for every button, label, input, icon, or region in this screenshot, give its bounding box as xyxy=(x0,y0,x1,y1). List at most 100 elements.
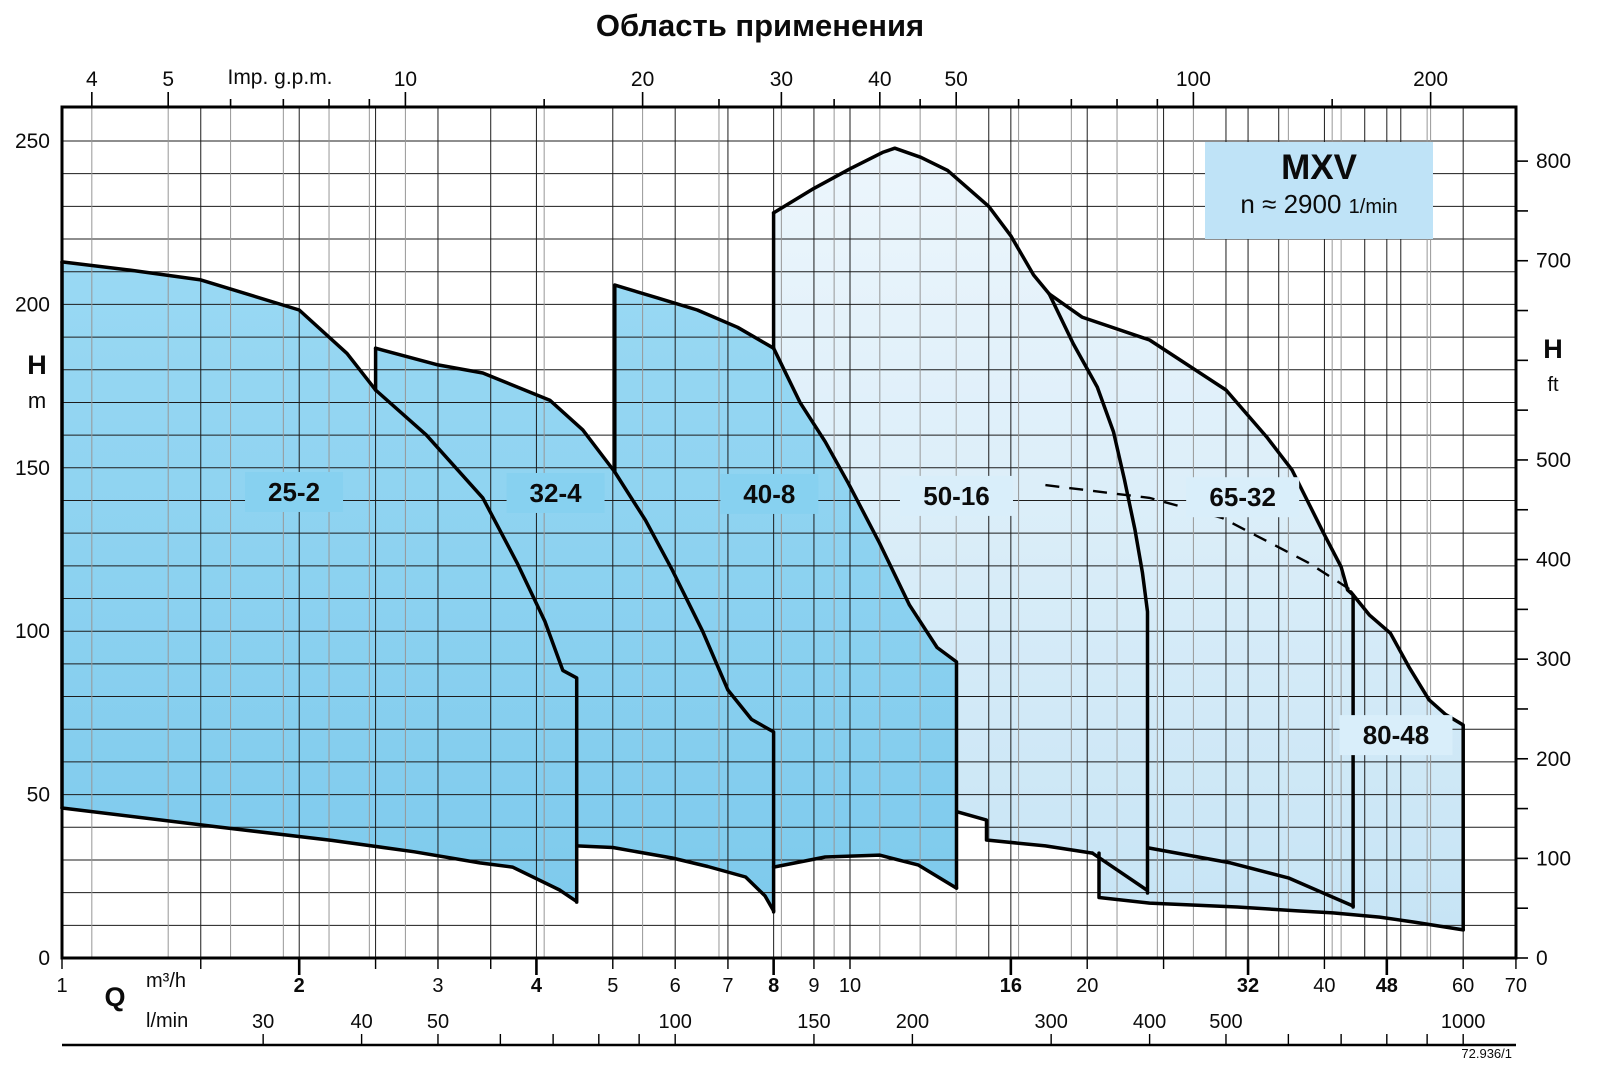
lmin-axis-unit: l/min xyxy=(146,1010,189,1032)
svg-text:250: 250 xyxy=(15,130,50,153)
region-label-bg xyxy=(899,475,1013,516)
svg-text:200: 200 xyxy=(1413,68,1448,91)
region-label: 40-8 xyxy=(743,479,795,509)
region-outline-40-8 xyxy=(771,853,959,890)
region-outline-32-4 xyxy=(373,346,617,474)
svg-text:9: 9 xyxy=(808,975,819,997)
svg-text:100: 100 xyxy=(1536,847,1571,870)
dashed-limit-line xyxy=(1045,483,1352,592)
svg-text:10: 10 xyxy=(839,975,861,997)
region-labels: 25-2 32-4 40-8 50-16 65-32 80-48 xyxy=(245,471,1453,756)
svg-text:40: 40 xyxy=(1313,975,1335,997)
svg-text:200: 200 xyxy=(15,293,50,316)
svg-text:50: 50 xyxy=(945,68,968,91)
svg-text:5: 5 xyxy=(162,68,174,91)
svg-text:100: 100 xyxy=(15,620,50,643)
flow-axis-symbol: Q xyxy=(104,982,126,1012)
region-outline-80-48 xyxy=(1349,590,1465,932)
svg-text:6: 6 xyxy=(670,975,681,997)
bottom-axis: 1 2 3 4 5 6 7 8 9 10 16 20 32 40 48 60 70 xyxy=(56,958,1527,997)
svg-text:48: 48 xyxy=(1376,975,1398,997)
svg-text:60: 60 xyxy=(1452,975,1474,997)
region-outline-40-8 xyxy=(613,283,776,350)
region-fills xyxy=(62,148,1464,930)
legend-speed: n ≈ 2900 xyxy=(1240,189,1342,219)
svg-text:20: 20 xyxy=(631,68,654,91)
svg-text:8: 8 xyxy=(768,975,779,997)
svg-text:400: 400 xyxy=(1133,1011,1166,1033)
svg-text:30: 30 xyxy=(252,1011,274,1033)
region-label: 50-16 xyxy=(923,481,990,511)
region-outline-32-4 xyxy=(613,470,776,914)
region-outline-25-2 xyxy=(373,388,579,904)
region-label-bg xyxy=(720,473,819,514)
right-axis-symbol: H xyxy=(1543,334,1563,364)
region-outline-50-16 xyxy=(1090,851,1149,892)
region-label-bg xyxy=(245,471,344,512)
region-label: 25-2 xyxy=(268,477,320,507)
region-outlines xyxy=(60,146,1465,932)
svg-text:40: 40 xyxy=(868,68,891,91)
svg-text:4: 4 xyxy=(86,68,98,91)
svg-text:10: 10 xyxy=(394,68,417,91)
svg-text:700: 700 xyxy=(1536,250,1571,273)
drawing-number: 72.936/1 xyxy=(1461,1046,1512,1061)
region-outline-25-2 xyxy=(60,806,578,903)
region-label: 80-48 xyxy=(1363,720,1430,750)
svg-text:200: 200 xyxy=(896,1011,929,1033)
svg-text:1: 1 xyxy=(56,975,67,997)
right-axis: 0 100 200 300 400 500 700 800 xyxy=(1516,150,1571,970)
region-label-bg xyxy=(1339,715,1453,756)
svg-text:300: 300 xyxy=(1536,648,1571,671)
region-label: 65-32 xyxy=(1209,482,1276,512)
svg-text:100: 100 xyxy=(658,1011,691,1033)
svg-text:800: 800 xyxy=(1536,150,1571,173)
grid xyxy=(62,107,1516,958)
svg-text:16: 16 xyxy=(1000,975,1022,997)
svg-text:300: 300 xyxy=(1034,1011,1067,1033)
region-label-bg xyxy=(1186,477,1300,518)
svg-text:5: 5 xyxy=(607,975,618,997)
right-axis-unit: ft xyxy=(1547,374,1559,396)
svg-text:400: 400 xyxy=(1536,549,1571,572)
top-axis-unit: Imp. g.p.m. xyxy=(227,66,333,89)
svg-text:2: 2 xyxy=(294,975,305,997)
svg-text:150: 150 xyxy=(797,1011,830,1033)
svg-text:20: 20 xyxy=(1076,975,1098,997)
flow-axis-unit: m³/h xyxy=(146,970,186,992)
region-outline-50-16 xyxy=(771,146,1051,296)
svg-text:0: 0 xyxy=(38,947,50,970)
region-label-bg xyxy=(506,472,605,513)
lmin-axis: 30 40 50 100 150 200 300 400 500 1000 xyxy=(62,1011,1516,1047)
region-label: 32-4 xyxy=(530,478,583,508)
svg-text:30: 30 xyxy=(770,68,793,91)
svg-text:3: 3 xyxy=(432,975,443,997)
region-outline-32-4 xyxy=(574,844,776,913)
svg-text:150: 150 xyxy=(15,457,50,480)
svg-text:4: 4 xyxy=(531,975,543,997)
svg-text:40: 40 xyxy=(350,1011,372,1033)
svg-text:50: 50 xyxy=(427,1011,449,1033)
legend-model: MXV xyxy=(1281,148,1357,187)
region-outline-65-32 xyxy=(1146,846,1355,908)
region-fill-25-2 xyxy=(62,261,577,902)
svg-text:500: 500 xyxy=(1209,1011,1242,1033)
svg-text:0: 0 xyxy=(1536,947,1548,970)
region-outline-50-16 xyxy=(1047,292,1150,895)
legend-speed-unit: 1/min xyxy=(1348,196,1398,218)
svg-text:7: 7 xyxy=(722,975,733,997)
svg-text:100: 100 xyxy=(1176,68,1211,91)
region-outline-80-48 xyxy=(1097,851,1465,932)
left-axis-symbol: H xyxy=(27,350,47,380)
svg-text:200: 200 xyxy=(1536,748,1571,771)
region-outline-25-2 xyxy=(60,260,378,392)
svg-text:50: 50 xyxy=(27,784,50,807)
left-axis: 0 50 100 150 200 250 xyxy=(15,130,50,970)
top-axis: 4 5 10 20 30 40 50 100 200 xyxy=(86,68,1448,107)
legend-box: MXV n ≈ 2900 1/min xyxy=(1205,142,1433,239)
region-outline-65-32 xyxy=(1047,292,1355,909)
svg-text:70: 70 xyxy=(1505,975,1527,997)
svg-text:500: 500 xyxy=(1536,449,1571,472)
